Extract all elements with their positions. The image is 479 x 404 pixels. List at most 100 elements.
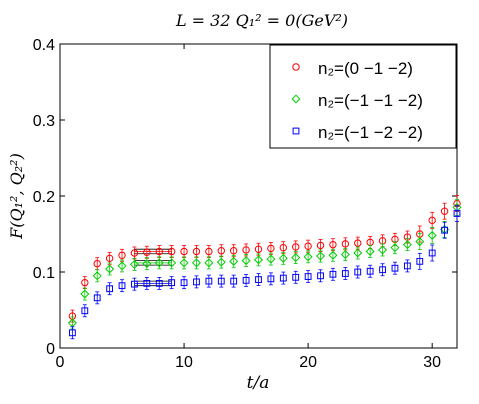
data-point-series-1 xyxy=(216,257,226,267)
data-point-series-1 xyxy=(117,261,127,271)
data-point-series-1 xyxy=(241,256,251,266)
data-point-series-2 xyxy=(354,268,362,276)
data-point-series-2 xyxy=(267,275,275,283)
fit-bands xyxy=(134,248,172,287)
data-point-series-0 xyxy=(254,245,263,253)
data-point-series-2 xyxy=(366,267,374,275)
data-point-series-2 xyxy=(292,273,300,281)
y-tick-labels: 0 0.1 0.2 0.3 0.4 xyxy=(33,37,55,358)
data-point-series-0 xyxy=(428,216,436,225)
data-point-series-2 xyxy=(391,264,399,272)
y-tick-label: 0.2 xyxy=(33,189,55,206)
data-point-series-1 xyxy=(390,243,400,253)
data-point-series-1 xyxy=(340,250,350,260)
data-point-series-1 xyxy=(353,248,363,258)
data-point-series-1 xyxy=(191,258,201,268)
data-point-series-2 xyxy=(168,279,176,287)
data-point-series-1 xyxy=(204,258,214,268)
data-point-series-0 xyxy=(180,247,188,256)
data-point-series-1 xyxy=(402,240,412,250)
data-point-series-1 xyxy=(278,253,288,263)
data-point-series-0 xyxy=(292,243,300,251)
data-point-series-0 xyxy=(81,278,89,287)
data-point-series-2 xyxy=(69,329,76,337)
x-tick-label: 20 xyxy=(299,354,317,371)
data-point-series-0 xyxy=(205,247,213,256)
data-point-series-2 xyxy=(341,270,349,277)
data-point-series-1 xyxy=(328,250,338,260)
data-point-series-0 xyxy=(118,251,126,259)
data-point-series-2 xyxy=(230,277,238,285)
data-point-series-1 xyxy=(229,256,239,266)
data-point-series-0 xyxy=(167,247,176,256)
data-point-series-0 xyxy=(279,243,288,252)
data-point-series-1 xyxy=(80,289,90,299)
data-point-series-2 xyxy=(304,273,312,280)
data-point-series-1 xyxy=(92,271,102,281)
data-point-series-0 xyxy=(93,259,101,268)
data-point-series-2 xyxy=(453,210,461,217)
data-point-series-2 xyxy=(81,307,89,315)
chart-title: L = 32 Q₁² = 0(GeV²) xyxy=(175,11,348,30)
data-point-series-0 xyxy=(242,246,250,254)
data-point-series-2 xyxy=(242,276,250,284)
legend-marker-1 xyxy=(291,94,301,104)
x-tick-label: 0 xyxy=(56,354,65,371)
data-point-series-0 xyxy=(354,239,362,247)
data-point-series-2 xyxy=(93,294,101,302)
data-point-series-0 xyxy=(155,247,163,256)
data-point-series-1 xyxy=(253,255,264,265)
legend: n₂=(0 −1 −2) n₂=(−1 −1 −2) n₂=(−1 −2 −2) xyxy=(269,44,457,149)
data-point-series-1 xyxy=(142,259,152,269)
data-point-series-2 xyxy=(317,272,324,280)
data-point-series-0 xyxy=(229,247,238,255)
data-point-series-1 xyxy=(154,258,164,268)
x-tick-label: 10 xyxy=(175,354,193,371)
data-point-series-0 xyxy=(440,207,449,215)
data-point-series-0 xyxy=(304,242,312,250)
data-point-series-0 xyxy=(316,241,325,250)
y-axis-label: F(Q₁², Q₂²) xyxy=(7,153,26,240)
data-point-series-2 xyxy=(379,266,386,274)
data-point-series-0 xyxy=(329,240,337,249)
data-point-series-2 xyxy=(155,280,163,287)
data-point-series-2 xyxy=(180,279,188,287)
x-tick-label: 30 xyxy=(423,354,441,371)
legend-label-0: n₂=(0 −1 −2) xyxy=(318,59,413,78)
legend-marker-2 xyxy=(292,127,300,135)
data-point-series-2 xyxy=(441,226,448,234)
x-axis-label: t/a xyxy=(247,373,270,393)
data-point-series-2 xyxy=(205,277,213,285)
data-point-series-2 xyxy=(329,270,337,278)
data-point-series-1 xyxy=(415,237,425,247)
data-point-series-2 xyxy=(279,274,287,282)
data-point-series-2 xyxy=(255,276,262,284)
data-point-series-1 xyxy=(316,251,326,261)
data-point-series-1 xyxy=(179,258,189,268)
y-tick-label: 0.4 xyxy=(33,37,55,54)
data-point-series-2 xyxy=(131,280,138,288)
data-point-series-0 xyxy=(130,249,139,257)
x-tick-labels: 0 10 20 30 xyxy=(56,354,442,371)
legend-box xyxy=(269,44,457,149)
data-point-series-1 xyxy=(427,231,437,241)
y-tick-label: 0 xyxy=(46,341,55,358)
data-point-series-2 xyxy=(428,249,436,257)
data-points xyxy=(67,195,462,340)
data-point-series-2 xyxy=(143,280,151,287)
data-point-series-2 xyxy=(416,257,424,265)
legend-marker-0 xyxy=(292,63,300,71)
data-point-series-1 xyxy=(365,246,375,256)
data-point-series-1 xyxy=(378,245,388,255)
legend-label-2: n₂=(−1 −2 −2) xyxy=(318,123,423,142)
data-point-series-1 xyxy=(303,252,313,262)
data-point-series-2 xyxy=(106,285,114,293)
data-point-series-2 xyxy=(118,282,126,290)
legend-label-1: n₂=(−1 −1 −2) xyxy=(318,91,423,110)
y-tick-label: 0.3 xyxy=(33,113,55,130)
data-point-series-0 xyxy=(192,247,201,256)
data-point-series-0 xyxy=(105,254,114,263)
data-point-series-0 xyxy=(143,248,151,256)
data-point-series-2 xyxy=(217,277,225,285)
